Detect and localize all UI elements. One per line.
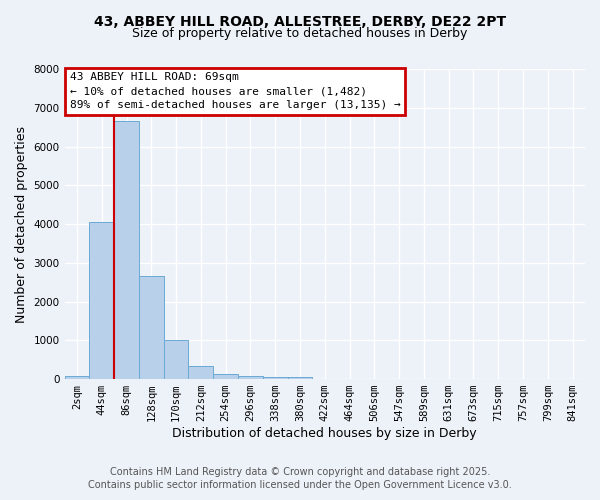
Bar	[114, 122, 139, 379]
Bar	[238, 376, 263, 379]
Y-axis label: Number of detached properties: Number of detached properties	[15, 126, 28, 322]
Text: Contains HM Land Registry data © Crown copyright and database right 2025.
Contai: Contains HM Land Registry data © Crown c…	[88, 467, 512, 490]
Text: Size of property relative to detached houses in Derby: Size of property relative to detached ho…	[133, 28, 467, 40]
Bar	[139, 276, 164, 379]
Bar	[65, 376, 89, 379]
Bar	[164, 340, 188, 379]
Bar	[89, 222, 114, 379]
Text: 43 ABBEY HILL ROAD: 69sqm
← 10% of detached houses are smaller (1,482)
89% of se: 43 ABBEY HILL ROAD: 69sqm ← 10% of detac…	[70, 72, 400, 110]
Bar	[213, 374, 238, 379]
X-axis label: Distribution of detached houses by size in Derby: Distribution of detached houses by size …	[172, 427, 477, 440]
Bar	[263, 377, 287, 379]
Text: 43, ABBEY HILL ROAD, ALLESTREE, DERBY, DE22 2PT: 43, ABBEY HILL ROAD, ALLESTREE, DERBY, D…	[94, 15, 506, 29]
Bar	[188, 366, 213, 379]
Bar	[287, 377, 313, 379]
